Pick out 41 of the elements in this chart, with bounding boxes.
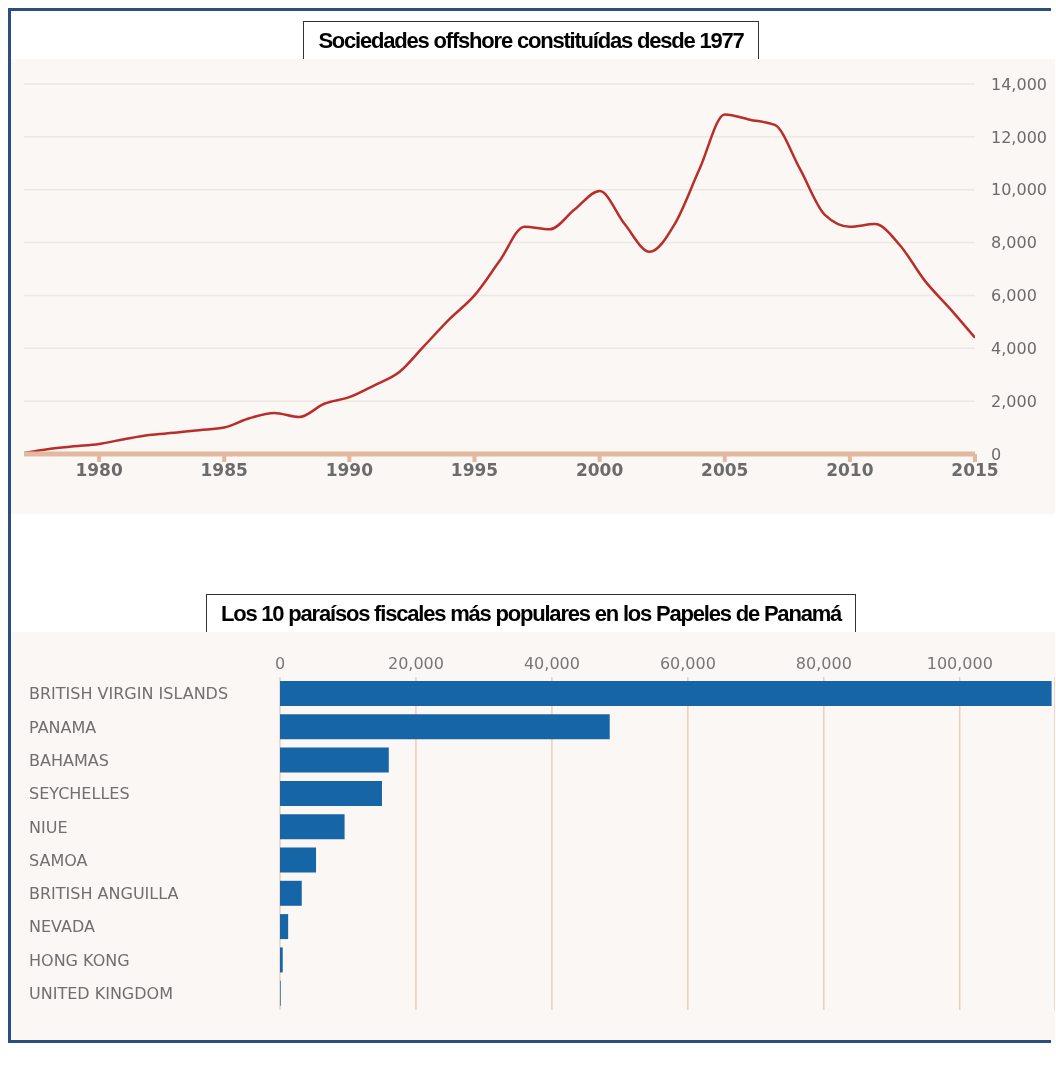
x-tick-label: 100,000: [926, 654, 993, 673]
y-tick-label: PANAMA: [29, 717, 97, 737]
bar: [280, 880, 302, 906]
x-tick-label: 2000: [575, 460, 624, 481]
chart-title: Sociedades offshore constituídas desde 1977: [303, 21, 759, 61]
y-tick-label: SEYCHELLES: [29, 784, 130, 804]
x-tick-label: 80,000: [795, 654, 852, 673]
x-tick-label: 1985: [200, 460, 248, 481]
y-tick-label: 12,000: [991, 127, 1047, 147]
x-tick-label: 60,000: [659, 654, 716, 673]
x-tick-label: 20,000: [387, 654, 444, 673]
y-tick-label: 6,000: [991, 286, 1037, 306]
bar: [280, 914, 289, 940]
x-tick-label: 1980: [75, 460, 123, 481]
x-tick-label: 40,000: [523, 654, 580, 673]
y-tick-label: BRITISH ANGUILLA: [29, 884, 179, 904]
chart-title: Los 10 paraísos fiscales más populares en los Papeles de Panamá: [205, 594, 857, 634]
y-tick-label: 14,000: [991, 74, 1047, 94]
y-tick-label: BAHAMAS: [29, 750, 109, 770]
y-tick-label: BRITISH VIRGIN ISLANDS: [29, 684, 229, 704]
x-tick-label: 0: [274, 654, 286, 673]
x-tick-label: 2010: [826, 460, 874, 481]
x-tick-label: 1995: [450, 460, 499, 481]
x-tick-label: 2005: [701, 460, 749, 481]
x-tick-label: 1990: [325, 460, 374, 481]
y-tick-label: SAMOA: [29, 850, 88, 870]
bar: [280, 747, 389, 773]
y-tick-label: NIUE: [29, 817, 68, 837]
bar: [280, 681, 1052, 706]
bar: [280, 847, 317, 873]
bar: [280, 947, 283, 973]
y-tick-label: 8,000: [991, 233, 1037, 253]
y-tick-label: 2,000: [991, 391, 1037, 411]
bar: [280, 714, 610, 740]
y-tick-label: HONG KONG: [29, 950, 130, 970]
bar: [280, 780, 382, 806]
y-tick-label: NEVADA: [29, 917, 95, 937]
y-tick-label: UNITED KINGDOM: [29, 984, 173, 1004]
bar: [280, 814, 345, 840]
y-tick-label: 10,000: [991, 180, 1047, 200]
y-tick-label: 4,000: [991, 338, 1037, 358]
